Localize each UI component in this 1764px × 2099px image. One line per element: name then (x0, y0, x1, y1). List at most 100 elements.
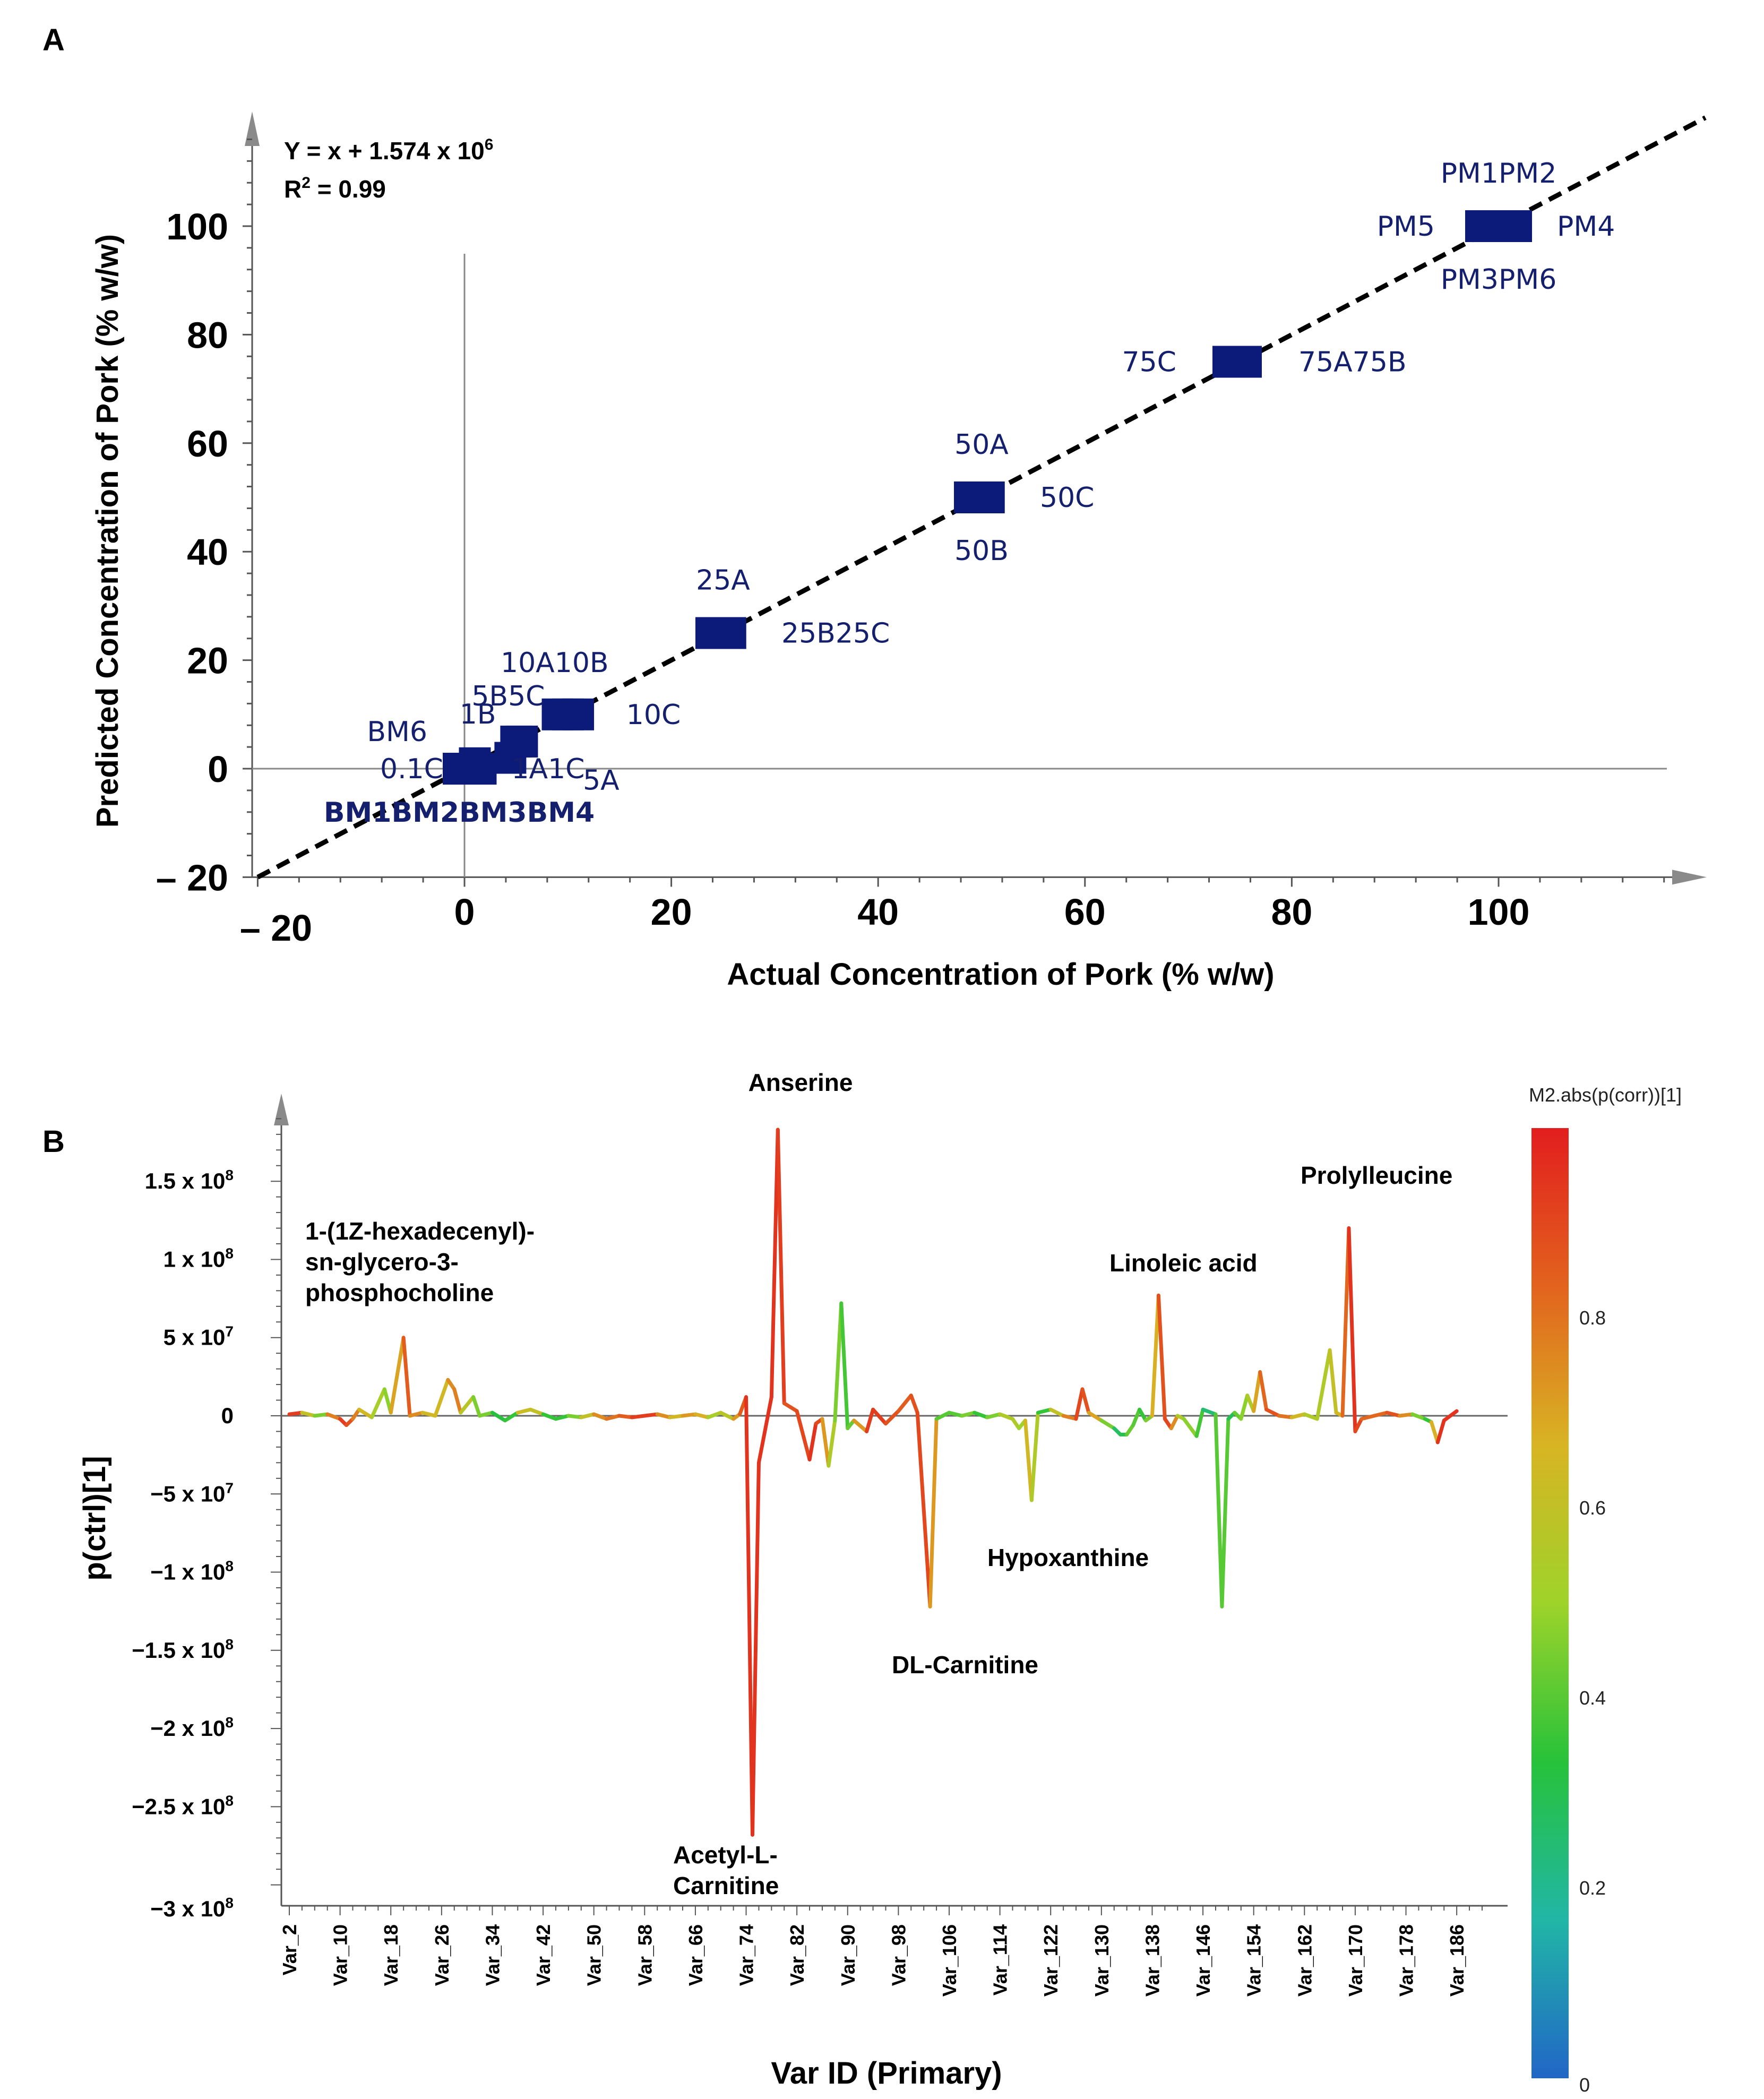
loading-segment (1353, 1417, 1364, 1433)
loading-segment (947, 1410, 964, 1418)
panel-b-x-tick-label: Var_138 (1141, 1924, 1163, 1997)
loading-segment (871, 1407, 888, 1426)
loading-segment (820, 1417, 831, 1468)
panel-b-annotations: Anserine 1-(1Z-hexadecenyl)- sn-glycero-3-… (305, 1069, 1452, 1899)
loading-segment (1302, 1412, 1319, 1421)
data-point-75C (1230, 346, 1262, 378)
colorbar-ticks: 0 0.2 0.4 0.6 0.8 (1579, 1307, 1606, 2096)
loading-segment (883, 1409, 900, 1426)
panel-a-x-axis-title: Actual Concentration of Pork (% w/w) (727, 957, 1274, 992)
data-point-10C (562, 698, 595, 730)
panel-b-x-tick-label: Var_82 (786, 1924, 808, 1986)
colorbar-title: M2.abs(p(corr))[1] (1529, 1084, 1682, 1106)
loading-segment (693, 1412, 710, 1420)
loading-segment (1359, 1414, 1376, 1421)
loading-segment (503, 1410, 520, 1423)
point-label: PM1PM2 (1441, 158, 1557, 190)
loading-segment (1214, 1412, 1224, 1608)
panel-b-x-tick-label: Var_186 (1446, 1924, 1468, 1997)
panel-b-x-axis-title: Var ID (Primary) (771, 2056, 1002, 2091)
point-label: 5A (583, 765, 619, 797)
data-point-50C (973, 481, 1005, 513)
loading-segment (782, 1401, 799, 1413)
panel-a-x-tick-label: 100 (1468, 891, 1530, 933)
loading-segment (592, 1412, 609, 1421)
point-label: PM5 (1377, 211, 1435, 243)
point-label: 0.1C (380, 753, 443, 785)
panel-b-x-tick-label: Var_34 (481, 1924, 503, 1986)
panel-a-x-tick-label: 40 (857, 891, 899, 933)
panel-a-x-tick-label: 0 (454, 891, 475, 933)
point-label: 50A (954, 429, 1009, 461)
point-label: PM3PM6 (1441, 264, 1557, 296)
loading-segment (681, 1412, 698, 1418)
point-label: 25A (696, 565, 750, 597)
annotation-prolylleucine: Prolylleucine (1301, 1162, 1452, 1189)
loading-segment (852, 1418, 869, 1433)
loading-segment (1264, 1407, 1281, 1418)
point-label: 10A10B (501, 647, 609, 679)
loading-segment (1169, 1414, 1180, 1431)
annotation-phosphocholine: phosphocholine (305, 1279, 494, 1306)
panel-a-y-axis-title: Predicted Concentration of Pork (% w/w) (90, 234, 125, 828)
loading-segment (452, 1387, 463, 1415)
tick-exp: 8 (225, 1636, 234, 1653)
tick-exp: 8 (225, 1895, 234, 1911)
loading-segment (1036, 1407, 1053, 1415)
loading-segment (1201, 1407, 1218, 1416)
loading-segment (1061, 1414, 1078, 1421)
panel-b-x-tick-label: Var_170 (1345, 1924, 1366, 1997)
colorbar-tick-label: 0.6 (1579, 1497, 1606, 1519)
panel-a-y-tick-label: 60 (187, 423, 228, 464)
loading-segment (490, 1410, 507, 1423)
panel-b-letter: B (42, 1124, 65, 1159)
regression-equation: Y = x + 1.574 x 106 (284, 136, 493, 165)
loading-segment (566, 1414, 583, 1420)
panel-a-y-tick-label: 40 (187, 531, 228, 573)
loading-segment (1328, 1348, 1338, 1415)
loading-segment (807, 1422, 818, 1461)
loading-segment (325, 1412, 342, 1421)
point-label: 1A1C (511, 753, 584, 785)
loading-segment (408, 1410, 425, 1418)
panel-b-y-tick-label: −1.5 x 108 (132, 1636, 234, 1663)
point-label: 75C (1122, 347, 1176, 378)
colorbar-tick-label: 0.2 (1579, 1877, 1606, 1899)
loading-segment (579, 1412, 596, 1420)
point-label: 50C (1040, 482, 1094, 514)
loading-segment (1023, 1418, 1034, 1502)
loading-segment (985, 1412, 1002, 1420)
tick-exp: 7 (225, 1323, 234, 1340)
loading-segment (478, 1410, 494, 1418)
loading-segment (896, 1393, 913, 1413)
tick-base: 1 x 10 (164, 1246, 226, 1271)
loading-segment (471, 1395, 482, 1418)
loading-segment (515, 1407, 532, 1415)
loading-segment (541, 1412, 558, 1421)
loading-segment (369, 1387, 386, 1420)
loading-segment (795, 1409, 812, 1461)
loading-segment (446, 1378, 457, 1391)
panel-a-y-tick-label: 20 (187, 640, 228, 682)
loading-segment (973, 1410, 989, 1420)
colorbar-tick-label: 0.4 (1579, 1687, 1606, 1709)
point-label: BM1BM2BM3BM4 (324, 797, 595, 829)
tick-base: −2.5 x 10 (132, 1794, 225, 1819)
r-squared: R2 = 0.99 (284, 174, 386, 203)
tick-exp: 8 (225, 1792, 234, 1809)
loading-segment (1442, 1409, 1459, 1423)
annotation-hypoxanthine: Hypoxanthine (987, 1544, 1149, 1571)
panel-b-y-axis-arrow (274, 1094, 289, 1125)
data-point-PM6 (1471, 210, 1503, 242)
loading-segment (357, 1407, 374, 1420)
tick-exp: 8 (225, 1245, 234, 1261)
colorbar-tick-label: 0 (1579, 2074, 1590, 2096)
loading-segment (750, 1460, 761, 1837)
loading-segment (1398, 1412, 1414, 1418)
loading-segment (1099, 1418, 1116, 1431)
loading-segment (1410, 1412, 1427, 1421)
panel-b-x-tick-label: Var_58 (634, 1924, 656, 1986)
loading-segment (706, 1410, 723, 1420)
